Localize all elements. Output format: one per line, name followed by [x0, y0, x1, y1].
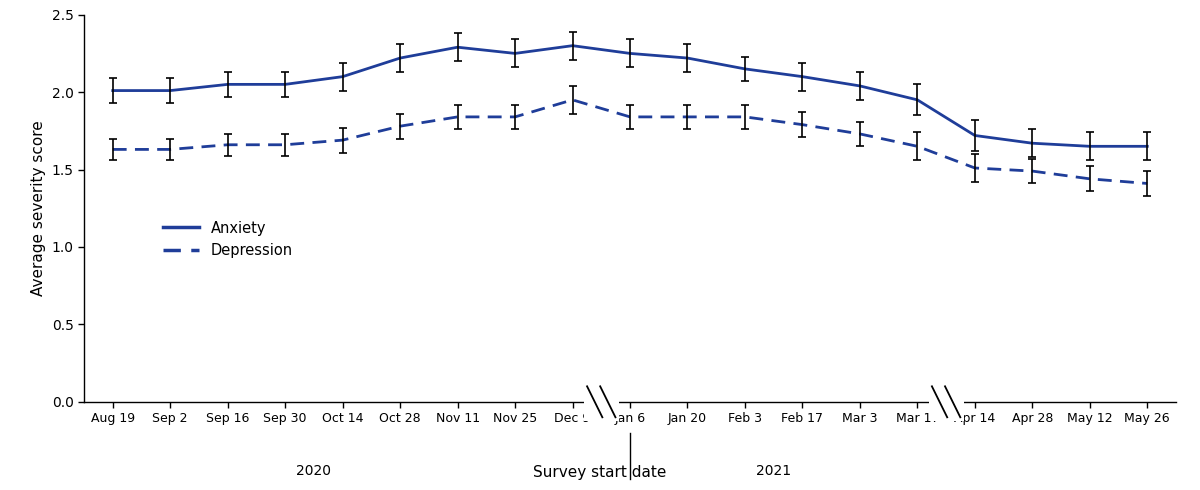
Polygon shape	[929, 383, 950, 421]
Polygon shape	[596, 383, 619, 421]
Y-axis label: Average severity score: Average severity score	[31, 121, 46, 296]
Text: 2021: 2021	[756, 464, 791, 478]
Text: 2020: 2020	[296, 464, 331, 478]
Polygon shape	[942, 383, 964, 421]
Text: Survey start date: Survey start date	[533, 465, 667, 480]
Legend: Anxiety, Depression: Anxiety, Depression	[157, 215, 299, 264]
Polygon shape	[583, 383, 606, 421]
